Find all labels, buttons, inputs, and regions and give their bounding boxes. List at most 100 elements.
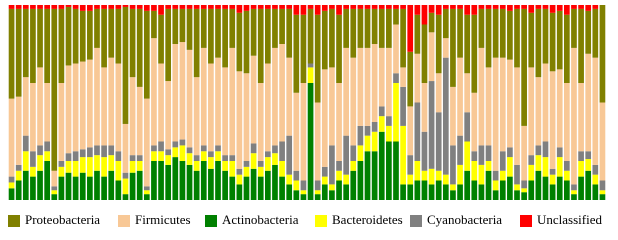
bar-segment (136, 161, 143, 171)
bar-segment (264, 170, 271, 200)
bar-segment (300, 5, 307, 15)
bar-segment (364, 151, 371, 200)
bar-segment (186, 153, 193, 165)
bar-segment (350, 145, 357, 161)
bar-segment (485, 8, 492, 68)
bar-segment (386, 8, 392, 48)
bar-segment (307, 83, 314, 200)
bar-segment (556, 147, 563, 158)
bar-segment (528, 180, 535, 200)
bar-segment (471, 151, 478, 161)
bar-segment (321, 69, 328, 167)
bar-segment (357, 5, 364, 9)
bar-segment (44, 83, 51, 142)
bar-segment (442, 38, 449, 58)
bar-segment (208, 63, 214, 152)
bar-segment (571, 8, 577, 48)
bar-segment (535, 77, 542, 146)
legend-swatch (205, 215, 217, 227)
bar-segment (72, 151, 79, 161)
bar-segment (94, 5, 100, 9)
bar-segment (357, 161, 364, 200)
bar-segment (208, 168, 214, 200)
bar-segment (314, 180, 321, 191)
bar-segment (279, 8, 285, 44)
bar-segment (585, 159, 592, 171)
bar-segment (421, 180, 428, 200)
bar-segment (421, 83, 428, 132)
bar-segment (193, 8, 200, 78)
bar-segment (428, 184, 435, 200)
bar-segment (428, 32, 435, 82)
bar-segment (535, 8, 542, 78)
bar-segment (464, 141, 471, 171)
bar-segment (250, 5, 257, 9)
bar-segment (492, 180, 499, 191)
bar-segment (30, 83, 36, 152)
bar-segment (272, 5, 278, 9)
bar-segment (236, 168, 243, 175)
bar-segment (193, 161, 200, 171)
bar-segment (286, 135, 293, 175)
bar-segment (378, 116, 385, 132)
bar-segment (542, 63, 549, 142)
bar-segment (386, 116, 392, 126)
bar-segment (507, 147, 513, 158)
bar-segment (279, 44, 285, 142)
bar-segment (243, 161, 250, 167)
bar-segment (457, 135, 463, 165)
bar-segment (357, 47, 364, 126)
bar-segment (578, 5, 584, 9)
bar-segment (400, 125, 406, 185)
bar-segment (507, 176, 513, 200)
bar-segment (37, 5, 43, 9)
bar-segment (499, 8, 506, 58)
bar-segment (151, 151, 157, 161)
bar-segment (442, 184, 449, 200)
bar-segment (229, 155, 236, 161)
bar-segment (350, 170, 357, 200)
bar-segment (542, 141, 549, 158)
bar-segment (571, 47, 577, 185)
bar-segment (51, 194, 58, 200)
bar-segment (350, 161, 357, 171)
bar-segment (528, 12, 535, 68)
bar-segment (243, 176, 250, 200)
bar-segment (22, 5, 29, 9)
bar-segment (250, 153, 257, 169)
bar-segment (314, 14, 321, 103)
legend-label: Unclassified (537, 212, 602, 227)
bar-segment (65, 153, 72, 161)
legend-label: Proteobacteria (25, 212, 100, 227)
bar-segment (229, 5, 236, 9)
bar-segment (44, 8, 51, 83)
bar-segment (44, 5, 51, 9)
bar-segment (499, 151, 506, 171)
bar-segment (115, 151, 122, 161)
bar-segment (507, 59, 513, 148)
bar-segment (421, 131, 428, 171)
bar-segment (435, 73, 442, 113)
bar-segment (521, 192, 527, 200)
bar-segment (257, 166, 264, 177)
bar-segment (122, 194, 129, 200)
bar-segment (193, 170, 200, 200)
legend-label: Cyanobacteria (427, 212, 502, 227)
bar-segment (51, 186, 58, 191)
bar-segment (343, 135, 350, 175)
bar-segment (51, 5, 58, 9)
bar-segment (165, 81, 172, 150)
bar-segment (72, 5, 79, 9)
bar-segment (172, 44, 179, 142)
bar-segment (578, 83, 584, 152)
bar-segment (364, 135, 371, 152)
bar-segment (549, 12, 556, 72)
bar-segment (30, 176, 36, 200)
bar-segment (44, 161, 51, 200)
bar-segment (179, 161, 186, 200)
bar-segment (442, 174, 449, 185)
bar-segment (15, 96, 22, 165)
bar-segment (22, 151, 29, 171)
bar-segment (329, 67, 335, 146)
bar-segment (321, 184, 328, 200)
